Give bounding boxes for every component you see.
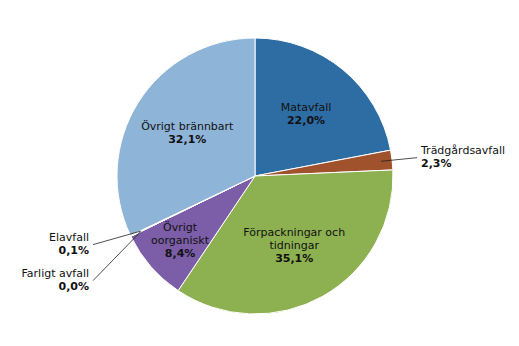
chart-container: Matavfall22,0% Förpackningar ochtidningar… bbox=[0, 0, 519, 346]
value-label: 0,0% bbox=[58, 280, 89, 293]
slice-label: Farligt avfall0,0% bbox=[22, 267, 89, 293]
label-line: tidningar bbox=[269, 239, 319, 252]
label-line: Trädgårdsavfall bbox=[420, 144, 505, 157]
label-line: Övrigt bbox=[163, 221, 198, 234]
category-label: Trädgårdsavfall bbox=[420, 144, 505, 157]
label-line: Övrigt brännbart bbox=[141, 120, 234, 133]
category-label: Matavfall bbox=[281, 101, 332, 114]
value-label: 35,1% bbox=[275, 252, 313, 265]
category-label: Övrigtoorganiskt bbox=[151, 221, 210, 247]
chart: Matavfall22,0% Förpackningar ochtidningar… bbox=[0, 0, 519, 346]
value-label: 32,1% bbox=[168, 133, 206, 146]
slice-label: Övrigtoorganiskt8,4% bbox=[151, 221, 210, 260]
leader-line bbox=[93, 231, 141, 280]
slice-label: Övrigt brännbart32,1% bbox=[141, 120, 234, 146]
label-line: Elavfall bbox=[49, 231, 89, 244]
category-label: Farligt avfall bbox=[22, 267, 89, 280]
leader-line bbox=[381, 158, 417, 162]
pie-slice bbox=[117, 38, 255, 236]
category-label: Elavfall bbox=[49, 231, 89, 244]
slice-label: Elavfall0,1% bbox=[49, 231, 89, 257]
label-line: Förpackningar och bbox=[243, 226, 345, 239]
leader-line bbox=[93, 231, 141, 244]
slice-label: Förpackningar ochtidningar35,1% bbox=[243, 226, 345, 265]
slice-label: Trädgårdsavfall2,3% bbox=[420, 144, 505, 170]
value-label: 22,0% bbox=[287, 114, 325, 127]
labels: Matavfall22,0% Förpackningar ochtidningar… bbox=[22, 101, 506, 293]
value-label: 2,3% bbox=[421, 157, 452, 170]
label-line: Matavfall bbox=[281, 101, 332, 114]
slice-label: Matavfall22,0% bbox=[281, 101, 332, 127]
value-label: 0,1% bbox=[58, 244, 89, 257]
value-label: 8,4% bbox=[165, 247, 196, 260]
label-line: oorganiskt bbox=[151, 234, 210, 247]
category-label: Övrigt brännbart bbox=[141, 120, 234, 133]
category-label: Förpackningar ochtidningar bbox=[243, 226, 345, 252]
label-line: Farligt avfall bbox=[22, 267, 89, 280]
slices bbox=[117, 38, 393, 314]
